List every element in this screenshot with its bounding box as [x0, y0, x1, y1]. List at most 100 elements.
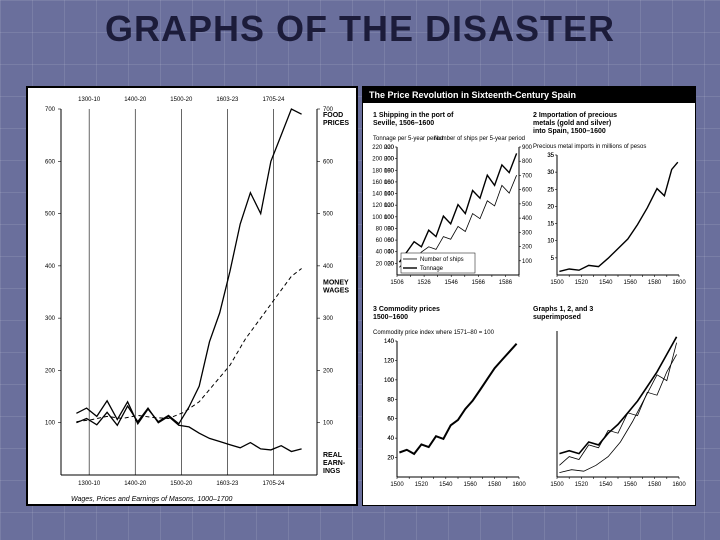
svg-text:1600: 1600: [672, 482, 686, 488]
svg-text:1603-23: 1603-23: [216, 97, 239, 103]
svg-text:35: 35: [547, 153, 554, 159]
svg-text:1540: 1540: [439, 482, 453, 488]
svg-text:1506: 1506: [390, 280, 404, 286]
svg-text:200: 200: [45, 368, 56, 374]
svg-text:20 000: 20 000: [376, 261, 395, 267]
svg-text:900: 900: [522, 145, 533, 151]
svg-text:200 000: 200 000: [372, 157, 394, 163]
svg-text:1500-20: 1500-20: [170, 481, 193, 487]
svg-text:600: 600: [323, 159, 334, 165]
svg-text:700: 700: [45, 107, 56, 113]
svg-text:WAGES: WAGES: [323, 288, 349, 295]
svg-text:1705-24: 1705-24: [262, 97, 285, 103]
svg-text:180 000: 180 000: [372, 168, 394, 174]
right-chart-svg: The Price Revolution in Sixteenth-Centur…: [363, 87, 695, 505]
svg-text:120: 120: [384, 358, 395, 364]
svg-text:20: 20: [387, 456, 394, 462]
slide-root: GRAPHS OF THE DISASTER 1300-10 1400-20 150…: [0, 0, 720, 540]
svg-text:200: 200: [522, 245, 533, 251]
svg-text:400: 400: [323, 264, 334, 270]
svg-text:25: 25: [547, 187, 554, 193]
svg-text:600: 600: [522, 188, 533, 194]
svg-text:1300-10: 1300-10: [78, 97, 101, 103]
svg-text:1500-20: 1500-20: [170, 97, 193, 103]
left-chart-panel: 1300-10 1400-20 1500-20 1603-23 1705-24 100 10…: [26, 86, 358, 506]
svg-text:1520: 1520: [575, 280, 589, 286]
svg-text:1560: 1560: [624, 482, 638, 488]
svg-text:Number of ships: Number of ships: [420, 257, 464, 263]
svg-text:40 000: 40 000: [376, 250, 395, 256]
svg-text:Wages, Prices and Earnings of: Wages, Prices and Earnings of Masons, 10…: [71, 496, 232, 503]
svg-text:500: 500: [522, 202, 533, 208]
svg-text:The Price Revolution in Sixtee: The Price Revolution in Sixteenth-Centur…: [369, 90, 576, 100]
svg-text:80 000: 80 000: [376, 226, 395, 232]
svg-text:5: 5: [551, 256, 555, 262]
svg-text:1566: 1566: [472, 280, 486, 286]
svg-text:Seville, 1506–1600: Seville, 1506–1600: [373, 120, 434, 127]
svg-text:120 000: 120 000: [372, 203, 394, 209]
svg-text:3 Commodity prices: 3 Commodity prices: [373, 306, 440, 313]
svg-text:1400-20: 1400-20: [124, 97, 147, 103]
svg-text:1500: 1500: [390, 482, 404, 488]
svg-text:1580: 1580: [648, 280, 662, 286]
svg-text:800: 800: [522, 159, 533, 165]
svg-text:700: 700: [522, 173, 533, 179]
svg-text:PRICES: PRICES: [323, 120, 349, 127]
svg-text:1500–1600: 1500–1600: [373, 314, 408, 321]
svg-text:1560: 1560: [624, 280, 638, 286]
svg-text:1580: 1580: [488, 482, 502, 488]
svg-text:300: 300: [323, 316, 334, 322]
svg-text:superimposed: superimposed: [533, 314, 581, 321]
svg-text:60 000: 60 000: [376, 238, 395, 244]
svg-text:Number of ships per 5-year per: Number of ships per 5-year period: [434, 136, 525, 142]
svg-text:300: 300: [45, 316, 56, 322]
svg-text:10: 10: [547, 239, 554, 245]
svg-text:1546: 1546: [445, 280, 459, 286]
svg-text:1580: 1580: [648, 482, 662, 488]
svg-text:1586: 1586: [499, 280, 513, 286]
slide-title: GRAPHS OF THE DISASTER: [0, 8, 720, 50]
svg-text:15: 15: [547, 222, 554, 228]
svg-text:FOOD: FOOD: [323, 112, 343, 119]
svg-text:500: 500: [45, 212, 56, 218]
svg-text:1540: 1540: [599, 280, 613, 286]
svg-text:30: 30: [547, 170, 554, 176]
svg-text:100: 100: [323, 421, 334, 427]
svg-text:300: 300: [522, 230, 533, 236]
svg-text:into Spain, 1500–1600: into Spain, 1500–1600: [533, 128, 606, 135]
svg-text:Tonnage: Tonnage: [420, 266, 444, 272]
svg-text:1540: 1540: [599, 482, 613, 488]
svg-text:40: 40: [387, 436, 394, 442]
svg-text:160 000: 160 000: [372, 180, 394, 186]
svg-text:1520: 1520: [415, 482, 429, 488]
right-chart-panel: The Price Revolution in Sixteenth-Centur…: [362, 86, 696, 506]
svg-text:1603-23: 1603-23: [216, 481, 239, 487]
svg-text:220 000: 220 000: [372, 145, 394, 151]
svg-text:1500: 1500: [550, 482, 564, 488]
svg-text:1600: 1600: [672, 280, 686, 286]
svg-text:EARN-: EARN-: [323, 460, 346, 467]
svg-text:INGS: INGS: [323, 468, 340, 475]
svg-text:metals (gold and silver): metals (gold and silver): [533, 120, 611, 127]
svg-text:100: 100: [45, 421, 56, 427]
svg-text:140: 140: [384, 339, 395, 345]
svg-text:200: 200: [323, 368, 334, 374]
svg-text:Commodity price index where 15: Commodity price index where 1571–80 = 10…: [373, 330, 495, 336]
svg-text:1600: 1600: [512, 482, 526, 488]
svg-text:600: 600: [45, 159, 56, 165]
svg-text:1520: 1520: [575, 482, 589, 488]
svg-text:MONEY: MONEY: [323, 280, 349, 287]
svg-text:1400-20: 1400-20: [124, 481, 147, 487]
svg-text:20: 20: [547, 204, 554, 210]
svg-text:60: 60: [387, 417, 394, 423]
svg-text:1560: 1560: [464, 482, 478, 488]
svg-text:Precious metal imports in mill: Precious metal imports in millions of pe…: [533, 144, 646, 150]
svg-text:1526: 1526: [417, 280, 431, 286]
svg-text:1705-24: 1705-24: [262, 481, 285, 487]
svg-text:Tonnage per 5-year period: Tonnage per 5-year period: [373, 136, 443, 142]
svg-text:140 000: 140 000: [372, 192, 394, 198]
svg-text:1300-10: 1300-10: [78, 481, 101, 487]
svg-text:100 000: 100 000: [372, 215, 394, 221]
svg-text:2 Importation of precious: 2 Importation of precious: [533, 112, 617, 119]
svg-text:400: 400: [522, 216, 533, 222]
